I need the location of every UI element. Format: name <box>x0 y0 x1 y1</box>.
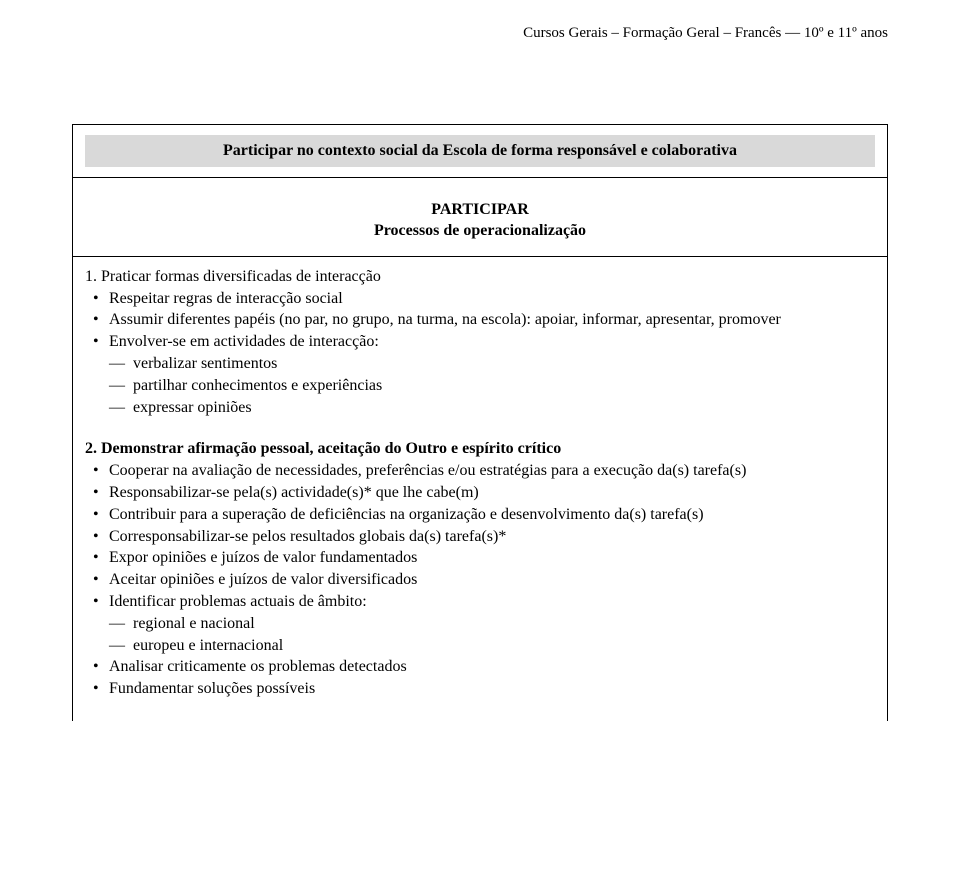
list-item: Respeitar regras de interacção social <box>107 289 875 310</box>
section-1-dashes: verbalizar sentimentos partilhar conheci… <box>109 354 875 418</box>
block-title: PARTICIPAR <box>85 200 875 221</box>
list-item: Cooperar na avaliação de necessidades, p… <box>107 461 875 482</box>
list-item: Fundamentar soluções possíveis <box>107 679 875 700</box>
section-gap <box>85 419 875 439</box>
list-item: Envolver-se em actividades de interacção… <box>107 332 875 418</box>
content-table: Participar no contexto social da Escola … <box>72 124 888 722</box>
page-header: Cursos Gerais – Formação Geral – Francês… <box>72 24 888 44</box>
block-subtitle: Processos de operacionalização <box>85 221 875 242</box>
list-item: Responsabilizar-se pela(s) actividade(s)… <box>107 483 875 504</box>
content-cell: 1. Praticar formas diversificadas de int… <box>73 256 888 721</box>
list-item: Aceitar opiniões e juízos de valor diver… <box>107 570 875 591</box>
section-1-bullets: Respeitar regras de interacção social As… <box>85 289 875 419</box>
list-item: Corresponsabilizar-se pelos resultados g… <box>107 527 875 548</box>
list-item: Analisar criticamente os problemas detec… <box>107 657 875 678</box>
list-item: Expor opiniões e juízos de valor fundame… <box>107 548 875 569</box>
list-item: verbalizar sentimentos <box>131 354 875 375</box>
section-2-bullets: Cooperar na avaliação de necessidades, p… <box>85 461 875 700</box>
section-2: 2. Demonstrar afirmação pessoal, aceitaç… <box>85 439 875 700</box>
section-2-title: 2. Demonstrar afirmação pessoal, aceitaç… <box>85 439 875 460</box>
section-2-dashes: regional e nacional europeu e internacio… <box>109 614 875 657</box>
row-heading: Participar no contexto social da Escola … <box>85 135 875 168</box>
list-item: Contribuir para a superação de deficiênc… <box>107 505 875 526</box>
list-item: Assumir diferentes papéis (no par, no gr… <box>107 310 875 331</box>
row-heading-cell: Participar no contexto social da Escola … <box>73 124 888 178</box>
list-item-text: Envolver-se em actividades de interacção… <box>109 333 379 350</box>
section-1: 1. Praticar formas diversificadas de int… <box>85 267 875 419</box>
list-item-text: Identificar problemas actuais de âmbito: <box>109 593 367 610</box>
row-title-cell: PARTICIPAR Processos de operacionalizaçã… <box>73 178 888 257</box>
list-item: partilhar conhecimentos e experiências <box>131 376 875 397</box>
list-item: europeu e internacional <box>131 636 875 657</box>
list-item: Identificar problemas actuais de âmbito:… <box>107 592 875 656</box>
list-item: expressar opiniões <box>131 398 875 419</box>
section-1-title: 1. Praticar formas diversificadas de int… <box>85 267 875 288</box>
list-item: regional e nacional <box>131 614 875 635</box>
